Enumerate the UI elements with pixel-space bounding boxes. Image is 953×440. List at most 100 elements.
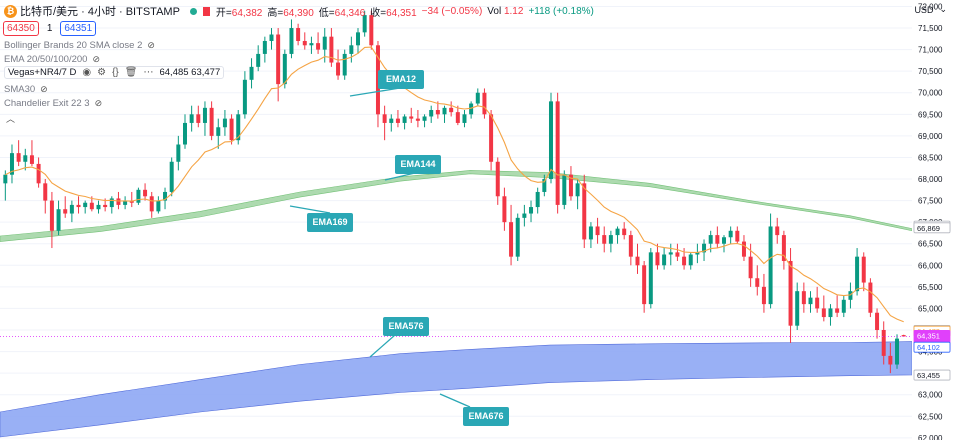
flag-icon[interactable] <box>202 6 210 16</box>
candle-body <box>755 278 760 287</box>
tick-label: 68,000 <box>918 175 943 184</box>
collapse-chevron-icon[interactable]: ︿ <box>6 114 16 124</box>
tick-label: 63,000 <box>918 391 943 400</box>
candle-body <box>163 191 168 201</box>
candle-body <box>522 213 527 218</box>
candle-body <box>482 92 487 115</box>
candle-body <box>895 338 900 365</box>
candle-body <box>555 101 560 205</box>
candle-body <box>595 226 600 236</box>
delete-icon[interactable]: 🗑 <box>124 67 138 78</box>
candle-body <box>109 198 114 208</box>
candle-body <box>369 15 374 46</box>
callout-pointer <box>439 393 471 408</box>
callout-ema676: EMA676 <box>463 407 509 426</box>
settings-icon[interactable]: ⚙ <box>97 67 107 78</box>
candle-body <box>801 291 806 305</box>
indicator-chandelier[interactable]: Chandelier Exit 22 3 ⊘ <box>4 98 103 109</box>
candle-body <box>36 163 41 184</box>
candle-body <box>901 335 906 337</box>
tick-label: 62,500 <box>918 412 943 421</box>
candle-body <box>256 53 261 67</box>
ema144-169-band <box>0 170 913 242</box>
callout-ema169: EMA169 <box>307 213 353 232</box>
sell-button[interactable]: 64350 <box>3 21 39 36</box>
more-icon[interactable]: ⋯ <box>143 67 154 78</box>
callout-pointer <box>384 172 416 181</box>
candle-body <box>16 153 21 162</box>
candle-body <box>655 252 660 266</box>
candle-body <box>269 34 274 41</box>
eye-icon[interactable]: ◉ <box>82 67 92 78</box>
candle-body <box>815 297 820 309</box>
eye-hidden-icon[interactable]: ⊘ <box>40 84 48 94</box>
symbol-header: ₿ 比特币/美元 · 4小时 · BITSTAMP 开=64,382 高=64,… <box>4 3 599 19</box>
candle-body <box>728 230 733 238</box>
candle-body <box>402 116 407 123</box>
candle-body <box>183 122 187 145</box>
eye-hidden-icon[interactable]: ⊘ <box>94 98 103 108</box>
candle-body <box>628 235 633 257</box>
candle-body <box>795 291 800 326</box>
candle-body <box>768 226 773 305</box>
candle-body <box>808 297 813 305</box>
candle-body <box>342 53 347 76</box>
candle-body <box>209 107 214 136</box>
trade-panel: 64350 1 64351 <box>3 21 97 36</box>
candles <box>3 10 906 374</box>
quantity[interactable]: 1 <box>46 23 53 34</box>
candle-body <box>296 28 301 41</box>
candle-body <box>136 189 141 203</box>
price-change: −34 (−0.05%) <box>421 5 483 17</box>
candle-body <box>542 179 547 192</box>
candle-body <box>828 308 833 318</box>
candle-body <box>495 161 500 197</box>
candle-body <box>429 110 434 117</box>
callout-ema144: EMA144 <box>395 155 441 174</box>
candle-body <box>881 330 886 356</box>
candle-body <box>49 200 54 231</box>
candle-body <box>56 209 61 231</box>
buy-button[interactable]: 64351 <box>60 21 97 36</box>
candle-body <box>688 254 693 266</box>
candle-body <box>648 252 653 305</box>
candle-body <box>575 183 580 197</box>
candle-body <box>69 204 74 214</box>
candle-body <box>169 161 174 192</box>
indicator-bollinger[interactable]: Bollinger Brands 20 SMA close 2 ⊘ <box>4 40 155 51</box>
indicator-vegas[interactable]: Vegas+NR4/7 D ◉ ⚙ {} 🗑 ⋯ 64,485 63,477 <box>4 66 225 79</box>
candle-body <box>735 230 740 242</box>
eye-hidden-icon[interactable]: ⊘ <box>147 40 155 50</box>
candle-body <box>489 114 494 162</box>
indicator-sma30[interactable]: SMA30 ⊘ <box>4 84 48 95</box>
candle-body <box>582 183 587 240</box>
axis-bg <box>912 0 953 440</box>
candle-body <box>116 198 121 205</box>
candle-body <box>835 308 840 313</box>
price-tag-label: 66,869 <box>917 224 940 233</box>
candle-body <box>635 256 640 266</box>
candle-body <box>202 107 207 123</box>
candle-body <box>615 228 620 236</box>
tick-label: 62,000 <box>918 434 943 440</box>
tick-label: 71,000 <box>918 46 943 55</box>
candle-body <box>888 355 893 365</box>
price-tag <box>913 341 951 353</box>
candle-body <box>682 256 687 266</box>
candle-body <box>868 282 873 313</box>
eye-hidden-icon[interactable]: ⊘ <box>92 54 101 64</box>
overlay-lines <box>0 46 912 408</box>
candle-body <box>442 107 447 115</box>
ema12-line <box>5 46 904 323</box>
currency-selector[interactable]: USD ⌄ <box>914 4 947 15</box>
candle-body <box>63 209 68 214</box>
indicator-ema[interactable]: EMA 20/50/100/200 ⊘ <box>4 54 101 65</box>
candle-body <box>76 204 81 208</box>
tick-label: 70,500 <box>918 67 943 76</box>
symbol-title[interactable]: 比特币/美元 · 4小时 · BITSTAMP <box>20 6 180 18</box>
volume-change: +118 (+0.18%) <box>528 5 594 17</box>
candle-body <box>622 228 627 236</box>
source-code-icon[interactable]: {} <box>112 67 119 78</box>
ohlc-low: 低=64,346 <box>318 7 366 19</box>
